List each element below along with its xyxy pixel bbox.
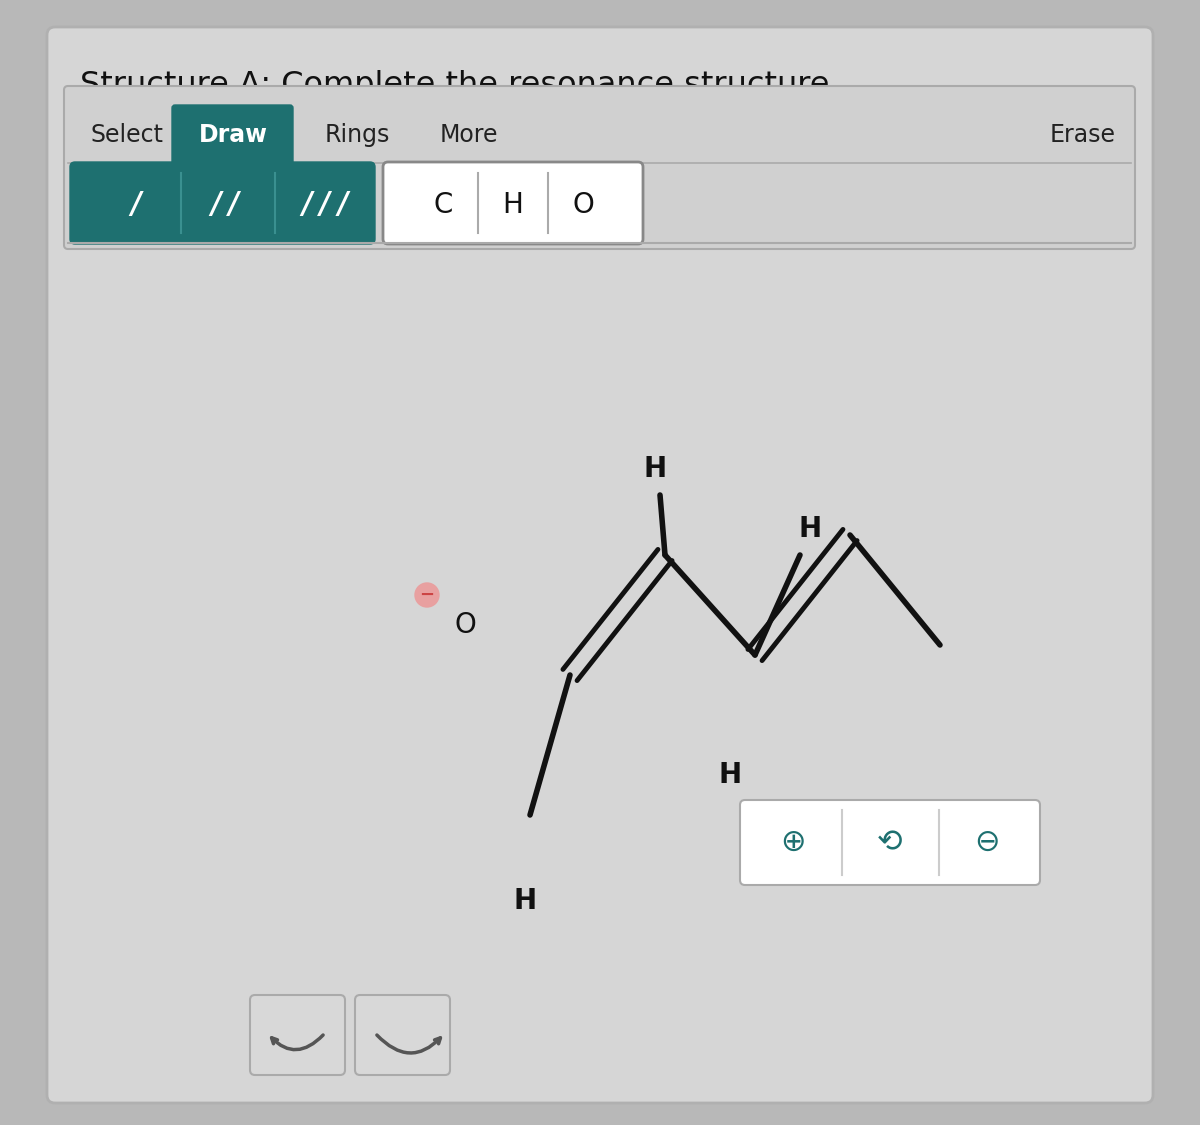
FancyBboxPatch shape (740, 800, 1040, 885)
Text: H: H (798, 515, 822, 543)
FancyBboxPatch shape (70, 162, 374, 244)
Circle shape (415, 583, 439, 608)
Text: Structure A: Complete the resonance structure.: Structure A: Complete the resonance stru… (80, 70, 840, 101)
Text: Rings: Rings (325, 123, 390, 147)
Text: H: H (514, 886, 536, 915)
Text: C: C (433, 191, 452, 219)
Text: H: H (719, 760, 742, 789)
Text: More: More (440, 123, 498, 147)
Text: ⟲: ⟲ (877, 828, 902, 857)
FancyBboxPatch shape (47, 27, 1153, 1102)
FancyBboxPatch shape (355, 994, 450, 1076)
Text: ⊖: ⊖ (974, 828, 1000, 857)
Text: ///: /// (298, 190, 353, 219)
FancyBboxPatch shape (250, 994, 346, 1076)
FancyBboxPatch shape (64, 86, 1135, 249)
Text: Select: Select (90, 123, 163, 147)
Text: O: O (572, 191, 594, 219)
Text: Erase: Erase (1050, 123, 1116, 147)
Text: Draw: Draw (198, 123, 268, 147)
Text: /: / (126, 190, 144, 219)
Text: O: O (454, 611, 476, 639)
Text: H: H (503, 191, 523, 219)
Text: ⊕: ⊕ (780, 828, 805, 857)
Text: //: // (206, 190, 244, 219)
FancyBboxPatch shape (383, 162, 643, 244)
Text: −: − (420, 586, 434, 604)
FancyBboxPatch shape (172, 105, 293, 165)
Text: H: H (643, 455, 666, 483)
